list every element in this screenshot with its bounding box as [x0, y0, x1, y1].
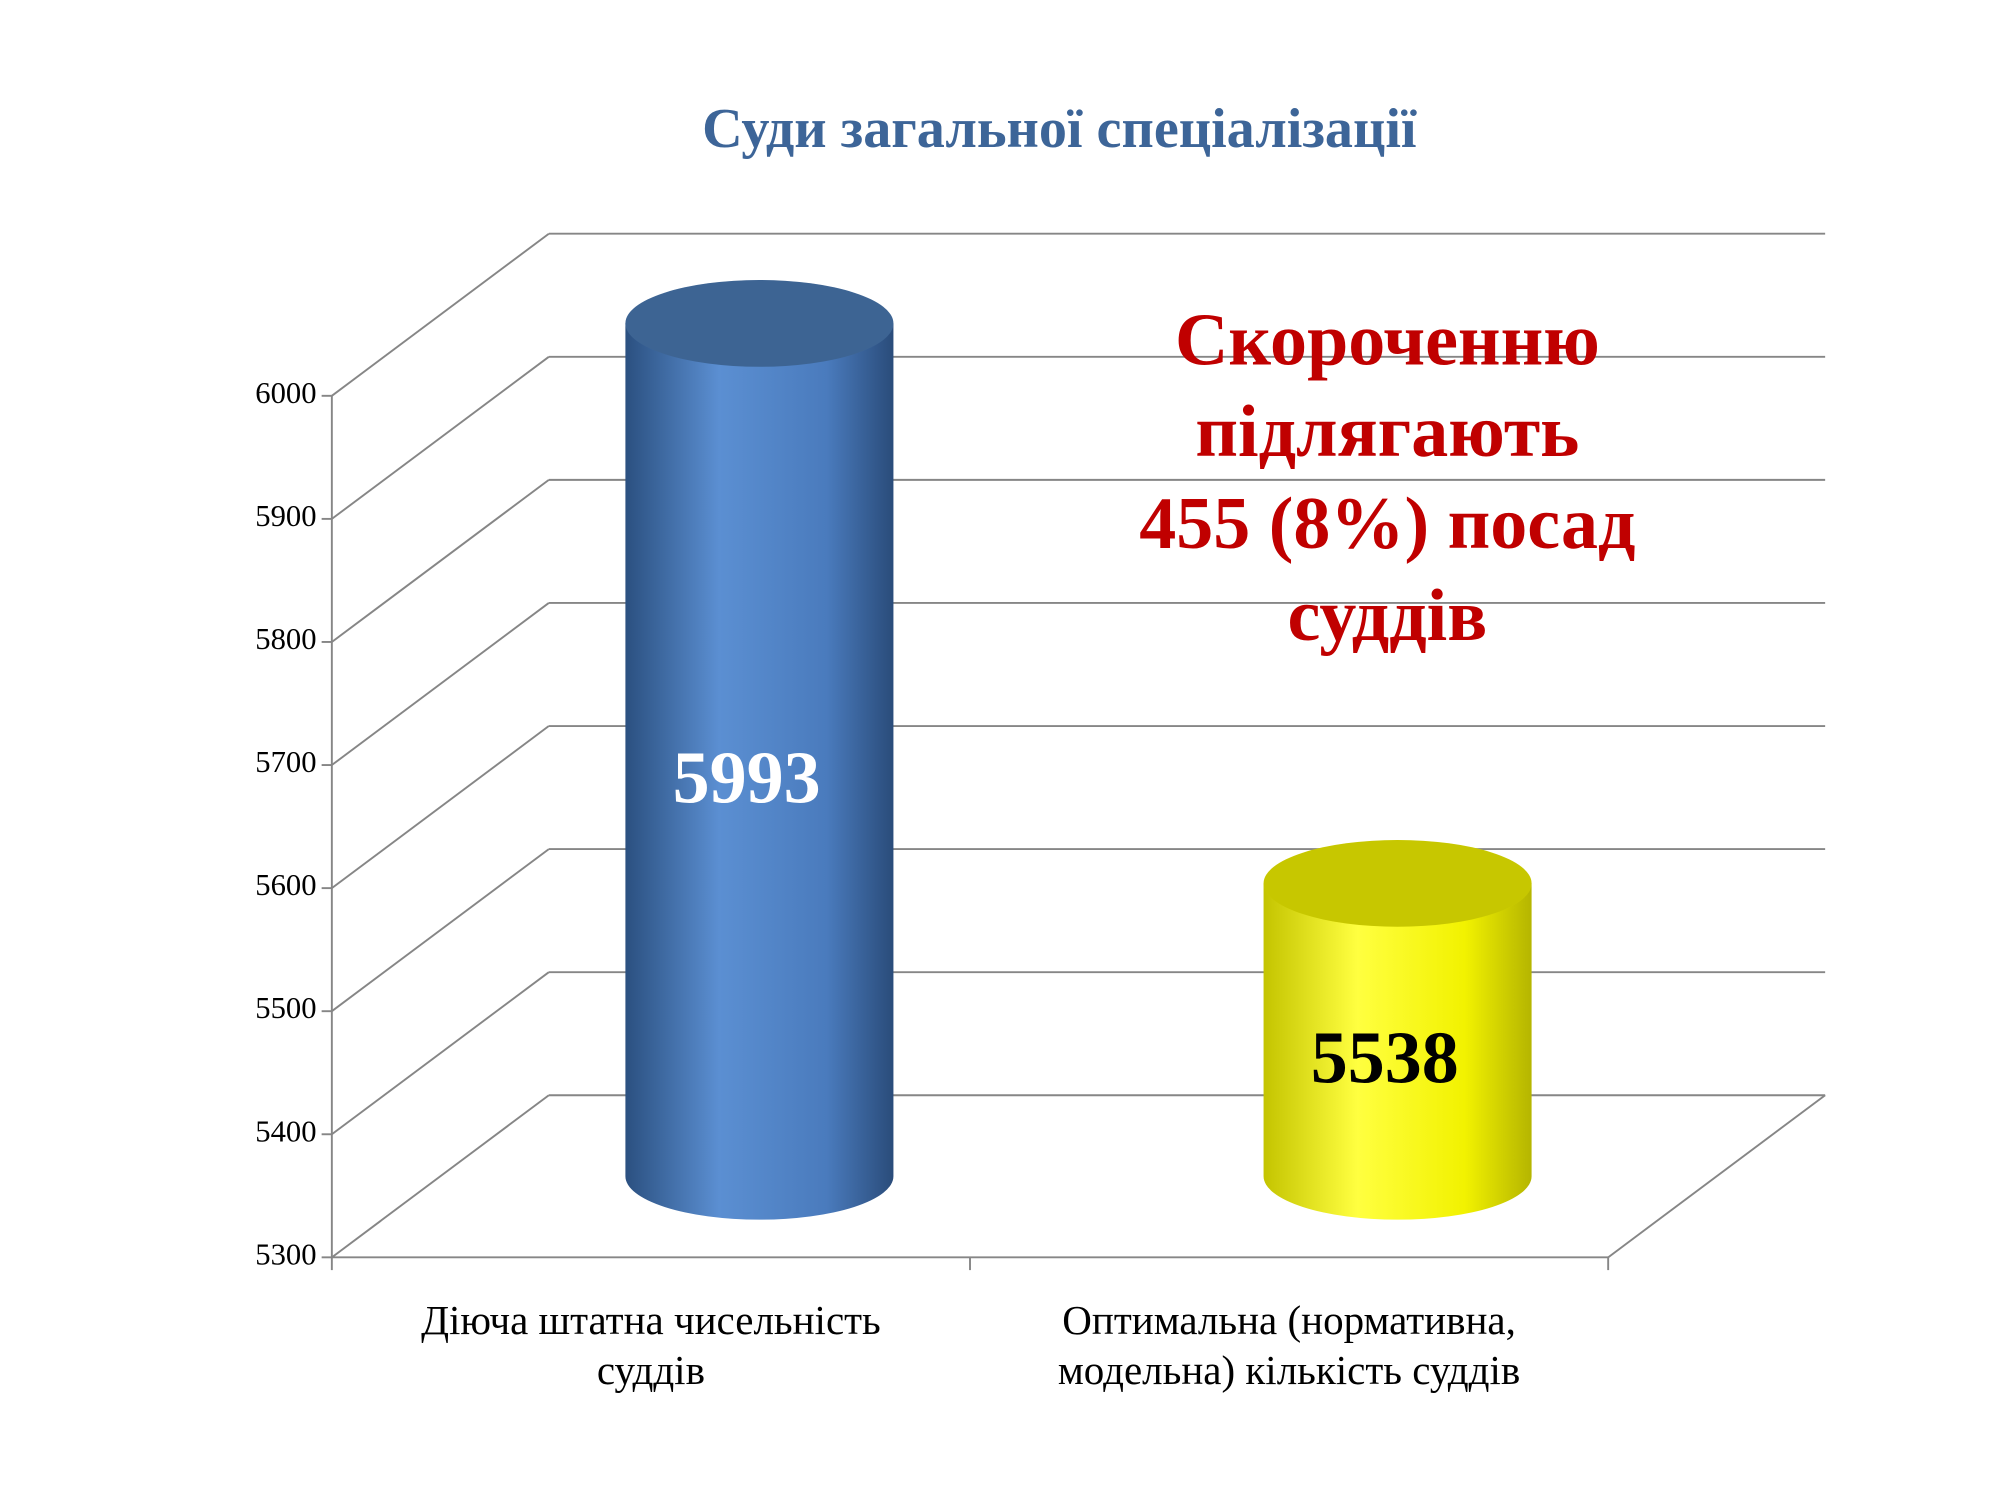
bar-top: [1263, 839, 1532, 927]
x-tick-label: Оптимальна (нормативна, модельна) кількі…: [1057, 1297, 1521, 1394]
annotation: Скороченню: [1175, 299, 1600, 381]
grid-line: [331, 602, 550, 766]
y-tick-label: 5500: [255, 991, 316, 1025]
y-tick-label: 5400: [255, 1114, 316, 1148]
bar: [625, 323, 894, 1220]
bar-top: [625, 279, 894, 367]
y-tick-label: 5800: [255, 622, 316, 656]
grid-line: [331, 725, 550, 889]
y-tick-label: 5900: [255, 499, 316, 533]
y-tick-label: 5600: [255, 868, 316, 902]
y-tick-label: 5700: [255, 745, 316, 779]
grid-line: [331, 971, 550, 1136]
grid-line: [331, 479, 550, 643]
y-tick-label: 5300: [255, 1237, 316, 1271]
annotation: підлягають: [1195, 391, 1579, 473]
data-label: 5538: [1311, 1018, 1459, 1100]
grid-line: [331, 848, 550, 1012]
chart-title: Суди загальної спеціалізації: [702, 98, 1417, 160]
data-label: 5993: [673, 738, 821, 820]
floor-edge: [1607, 1094, 1826, 1259]
bar-top-shade: [625, 279, 894, 367]
x-tick-label: Діюча штатна чисельність суддів: [421, 1297, 881, 1394]
grid-line: [331, 356, 550, 520]
grid-line: [331, 1094, 550, 1259]
grid-line: [331, 232, 550, 397]
y-tick-label: 6000: [255, 376, 316, 410]
bar: [1263, 883, 1532, 1220]
annotation: 455 (8%) посад: [1139, 483, 1635, 565]
annotation: суддів: [1288, 575, 1488, 657]
bar-top-shade: [1263, 839, 1532, 927]
